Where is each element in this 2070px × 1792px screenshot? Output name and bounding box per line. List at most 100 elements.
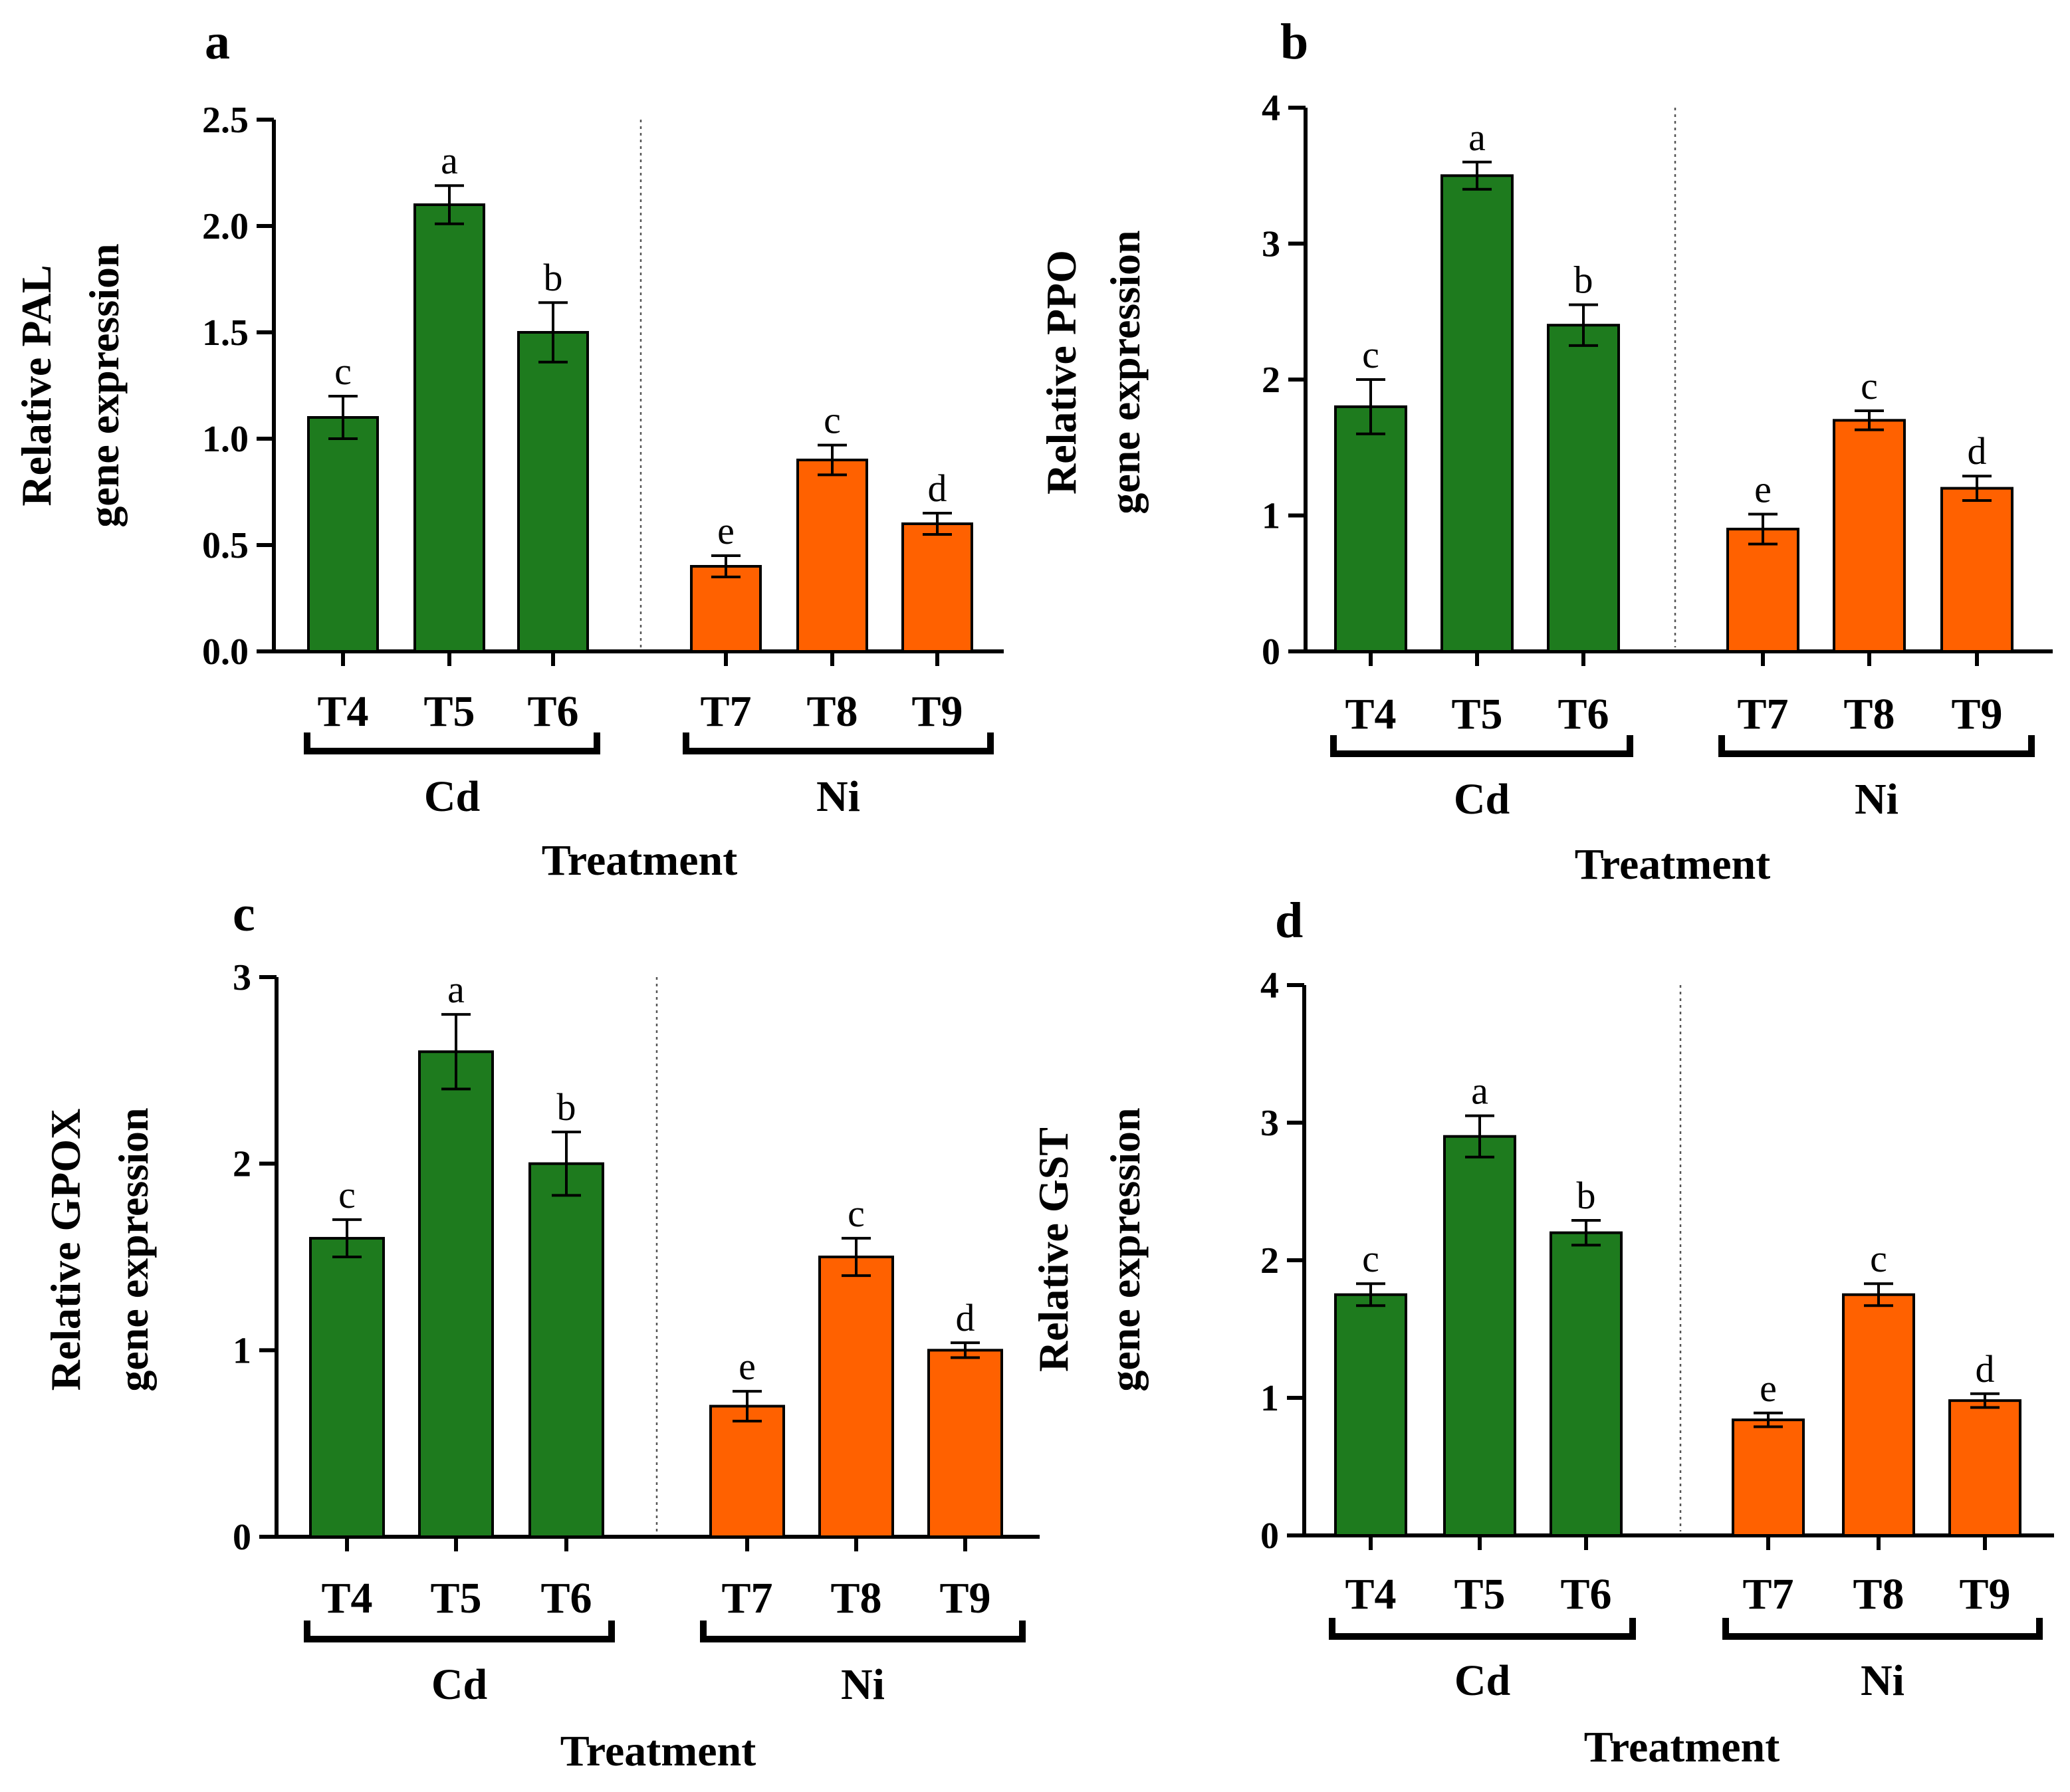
category-label-t6: T6 (527, 687, 578, 736)
y-axis-title-line2: gene expression (1101, 230, 1149, 514)
y-tick-label: 0 (233, 1517, 251, 1558)
y-tick-label: 1 (1262, 496, 1280, 537)
bar-t9 (927, 1349, 1003, 1539)
category-label-t9: T9 (1951, 690, 2002, 738)
y-tick-label: 1.0 (202, 419, 249, 460)
y-tick-label: 4 (1260, 965, 1279, 1006)
y-tick-label: 2 (233, 1144, 251, 1185)
category-label-t9: T9 (939, 1574, 990, 1623)
group-bracket-cd (1330, 735, 1633, 757)
y-tick-label: 2.5 (202, 100, 249, 141)
y-axis-title-line1: Relative PAL (13, 265, 60, 506)
bar-t7 (690, 565, 762, 653)
y-axis-title-line2: gene expression (110, 1107, 157, 1391)
bar-t7 (1726, 527, 1799, 653)
category-label-t8: T8 (1853, 1570, 1904, 1619)
panel-d-gst-chart: d Relative GST gene expression 0 1 2 3 4 c T4 a T5 b… (1030, 893, 2054, 1771)
group-bracket-cd (304, 1621, 615, 1642)
group-bracket-ni (700, 1621, 1026, 1642)
bar-t4 (1334, 1293, 1407, 1537)
category-label-t6: T6 (540, 1574, 592, 1623)
significance-letter-t5: a (1471, 1069, 1488, 1113)
x-axis-title: Treatment (560, 1727, 756, 1775)
bar-t6 (1547, 324, 1620, 653)
group-bracket-cd (1329, 1618, 1636, 1640)
y-tick-label: 1 (233, 1330, 251, 1371)
bar-t8 (1842, 1293, 1915, 1537)
bar-t5 (413, 203, 485, 653)
y-axis-title-line1: Relative GPOX (42, 1109, 89, 1391)
y-tick-label: 4 (1262, 88, 1280, 129)
significance-letter-t4: c (1362, 1237, 1379, 1280)
category-label-t5: T5 (430, 1574, 481, 1623)
y-tick-label: 0.0 (202, 631, 249, 673)
panel-a-pal-chart: a Relative PAL gene expression 0.0 0.5 1.0 1.5… (13, 14, 1004, 885)
group-label-ni: Ni (1861, 1656, 1904, 1705)
y-tick-label: 2 (1262, 360, 1280, 401)
category-label-t4: T4 (317, 687, 368, 736)
y-tick-label: 1.5 (202, 312, 249, 354)
significance-letter-t7: e (717, 509, 735, 552)
y-tick-label: 3 (233, 957, 251, 998)
significance-letter-t6: b (557, 1085, 576, 1129)
y-tick-label: 3 (1262, 224, 1280, 265)
y-tick-label: 0 (1260, 1515, 1279, 1557)
significance-letter-t7: e (1754, 467, 1772, 510)
significance-letter-t8: c (848, 1192, 865, 1235)
category-label-t9: T9 (911, 687, 963, 736)
bar-t6 (517, 331, 589, 653)
y-tick-label: 1 (1260, 1378, 1279, 1419)
y-axis-title-line2: gene expression (1101, 1107, 1149, 1391)
bar-t8 (1833, 419, 1906, 653)
bar-t4 (1334, 405, 1407, 653)
significance-letter-t8: c (824, 399, 841, 442)
group-label-cd: Cd (431, 1660, 487, 1709)
panel-letter-b: b (1280, 14, 1308, 70)
significance-letter-t6: b (1574, 259, 1593, 302)
bar-t4 (307, 416, 379, 653)
bar-t6 (528, 1162, 604, 1538)
x-axis-title: Treatment (1575, 840, 1770, 889)
category-label-t5: T5 (1454, 1570, 1505, 1619)
category-label-t7: T7 (700, 687, 751, 736)
bar-t9 (901, 522, 973, 653)
category-label-t6: T6 (1560, 1570, 1611, 1619)
significance-letter-t5: a (441, 139, 458, 182)
bar-t9 (1948, 1399, 2021, 1537)
significance-letter-t6: b (1577, 1174, 1596, 1217)
panel-letter-a: a (205, 14, 230, 70)
significance-letter-t4: c (334, 350, 352, 393)
group-bracket-ni (1718, 735, 2035, 757)
significance-letter-t7: e (739, 1345, 756, 1388)
significance-letter-t8: c (1861, 364, 1878, 407)
y-tick-label: 2 (1260, 1240, 1279, 1282)
group-label-ni: Ni (841, 1660, 885, 1709)
significance-letter-t4: c (1362, 333, 1379, 376)
category-label-t6: T6 (1557, 690, 1609, 738)
bar-t9 (1940, 487, 2013, 653)
significance-letter-t9: d (1976, 1347, 1995, 1391)
y-axis-title-line1: Relative PPO (1038, 250, 1085, 495)
group-label-ni: Ni (1855, 775, 1898, 824)
significance-letter-t9: d (956, 1296, 975, 1339)
y-tick-label: 3 (1260, 1103, 1279, 1144)
category-label-t8: T8 (1843, 690, 1895, 738)
panel-c-gpox-chart: c Relative GPOX gene expression 0 1 2 3 c T4 a T5 b… (42, 886, 1040, 1775)
group-bracket-ni (683, 732, 994, 754)
panel-letter-c: c (233, 886, 255, 942)
significance-letter-t9: d (1968, 429, 1987, 473)
significance-letter-t6: b (544, 256, 563, 299)
category-label-t7: T7 (1742, 1570, 1793, 1619)
category-label-t8: T8 (830, 1574, 881, 1623)
bar-t5 (1440, 174, 1514, 653)
group-label-cd: Cd (1454, 1656, 1510, 1705)
category-label-t4: T4 (1345, 1570, 1396, 1619)
category-label-t7: T7 (721, 1574, 772, 1623)
panel-letter-d: d (1275, 893, 1303, 949)
bar-t6 (1550, 1231, 1623, 1537)
bar-t7 (1732, 1418, 1805, 1537)
group-label-cd: Cd (1454, 775, 1510, 824)
y-axis-title-line2: gene expression (80, 243, 128, 527)
y-tick-label: 0.5 (202, 525, 249, 566)
